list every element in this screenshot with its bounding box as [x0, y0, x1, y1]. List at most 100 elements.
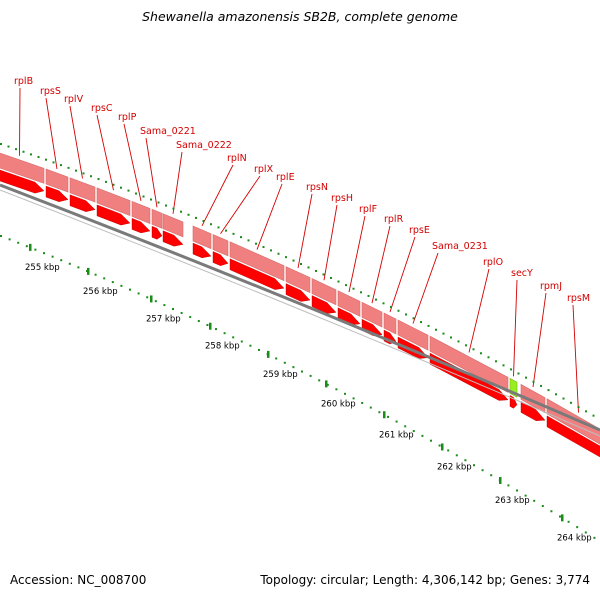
- tick-dot: [495, 360, 497, 363]
- tick-label: 259 kbp: [263, 370, 298, 380]
- tick-dot: [375, 298, 377, 301]
- gene-label-sama-0222[interactable]: Sama_0222: [176, 140, 232, 151]
- gene-label-rplf[interactable]: rplF: [359, 204, 377, 215]
- gene-label-rple[interactable]: rplE: [276, 172, 295, 183]
- cds-band-rpsh: [311, 278, 337, 306]
- tick-dot: [502, 364, 505, 367]
- tick-dot: [120, 186, 122, 189]
- major-tick: [561, 514, 564, 522]
- tick-dot: [52, 161, 55, 164]
- gene-arrow-rplv[interactable]: [69, 194, 96, 212]
- backbone-shadow: [0, 189, 600, 437]
- tick-labels: 255 kbp 256 kbp 257 kbp 258 kbp 259 kbp 260 k…: [25, 263, 592, 543]
- tick-dot: [217, 226, 220, 229]
- gene-arrow-rpsn[interactable]: [285, 283, 311, 302]
- gene-label-rpsn[interactable]: rpsN: [306, 182, 328, 193]
- gene-label-rplo[interactable]: rplO: [483, 257, 503, 268]
- ruler-dot: [172, 307, 174, 310]
- cds-band-rpsc: [96, 187, 131, 217]
- gene-label-secy[interactable]: secY: [511, 268, 533, 279]
- tick-dot: [157, 201, 160, 204]
- gene-label-rplp[interactable]: rplP: [118, 112, 137, 123]
- ruler-dot: [438, 444, 441, 447]
- ruler-dot: [215, 328, 217, 331]
- tick-dot: [37, 156, 40, 159]
- label-leader: [371, 225, 391, 304]
- tick-dot: [60, 164, 62, 167]
- gene-label-sama-0231[interactable]: Sama_0231: [432, 241, 488, 252]
- tick-dot: [232, 232, 235, 235]
- ruler-dot: [77, 266, 80, 269]
- cds-band-rplp: [131, 200, 151, 224]
- gene-arrow-rpln[interactable]: [192, 242, 212, 259]
- gene-arrow-rplb[interactable]: [0, 168, 45, 194]
- ruler-dot: [275, 357, 278, 360]
- ruler-dot: [421, 434, 424, 437]
- tick-dot: [300, 263, 302, 265]
- ruler-dot: [301, 370, 303, 373]
- tick-dot: [202, 220, 205, 223]
- gene-label-rplb[interactable]: rplB: [14, 76, 33, 87]
- ruler-dot: [326, 383, 329, 386]
- gene-arrow-rple[interactable]: [229, 258, 285, 290]
- ruler-dot: [249, 344, 252, 347]
- major-tick: [267, 350, 270, 358]
- tick-dot: [67, 166, 70, 169]
- tick-dot: [225, 229, 227, 232]
- gene-arrow-rpmj[interactable]: [520, 401, 546, 421]
- gene-arrow-rpsm[interactable]: [546, 415, 600, 458]
- gene-label-rplr[interactable]: rplR: [384, 214, 404, 225]
- map-title: Shewanella amazonensis SB2B, complete ge…: [142, 9, 458, 24]
- tick-dot: [262, 246, 265, 249]
- ruler-dot: [524, 494, 527, 497]
- gene-arrow-sama-0221[interactable]: [151, 226, 163, 240]
- cds-band-rpse: [383, 312, 397, 335]
- ruler-dot: [283, 361, 286, 364]
- gene-arrow-rpss[interactable]: [45, 185, 69, 202]
- tick-dot: [517, 372, 520, 375]
- gene-arrow-rplx[interactable]: [212, 251, 229, 266]
- ruler-dot: [8, 238, 11, 241]
- tick-dot: [172, 207, 175, 210]
- gene-arrow-rpsh[interactable]: [311, 295, 337, 314]
- ruler-dot: [481, 469, 484, 472]
- ruler-dot: [120, 284, 123, 287]
- label-leaders: [19, 87, 579, 413]
- ruler-dot: [447, 449, 450, 452]
- ruler-dot: [17, 241, 20, 244]
- cds-band-rpsn: [285, 266, 311, 294]
- gene-label-rpse[interactable]: rpsE: [409, 225, 430, 236]
- ruler-dot: [335, 388, 338, 391]
- gene-label-rpln[interactable]: rplN: [227, 153, 247, 164]
- gene-label-rpss[interactable]: rpsS: [40, 86, 61, 97]
- tick-dot: [240, 236, 242, 239]
- genome-summary: Topology: circular; Length: 4,306,142 bp…: [260, 573, 590, 587]
- major-tick: [209, 322, 212, 330]
- ruler-dot: [232, 336, 235, 339]
- gene-arrow-rpsc[interactable]: [96, 204, 131, 226]
- gene-label-rpsm[interactable]: rpsM: [567, 293, 590, 304]
- tick-dot: [420, 321, 422, 324]
- ruler-dot: [129, 288, 131, 291]
- tick-dot: [97, 178, 100, 181]
- gene-label-rpsc[interactable]: rpsC: [91, 103, 113, 114]
- gene-label-rplv[interactable]: rplV: [64, 94, 84, 105]
- gene-label-rplx[interactable]: rplX: [254, 164, 274, 175]
- gene-label-rpsh[interactable]: rpsH: [331, 193, 353, 204]
- gene-arrow-sama-0222[interactable]: [162, 230, 184, 247]
- gene-label-sama-0221[interactable]: Sama_0221: [140, 126, 196, 137]
- ruler-dot: [387, 415, 389, 418]
- tick-dot: [547, 389, 550, 392]
- tick-dot: [7, 145, 10, 148]
- cds-band-rplx: [212, 234, 229, 257]
- cds-band-rple: [229, 241, 285, 282]
- tick-dot: [292, 259, 295, 262]
- gene-label-rpmj[interactable]: rpmJ: [540, 281, 562, 292]
- tick-dot: [90, 175, 92, 178]
- gene-arrow-rplp[interactable]: [131, 218, 151, 234]
- label-leader: [172, 151, 183, 214]
- tick-dot: [465, 344, 467, 347]
- tick-dot: [30, 153, 32, 156]
- gene-arrow-secy[interactable]: [509, 395, 518, 409]
